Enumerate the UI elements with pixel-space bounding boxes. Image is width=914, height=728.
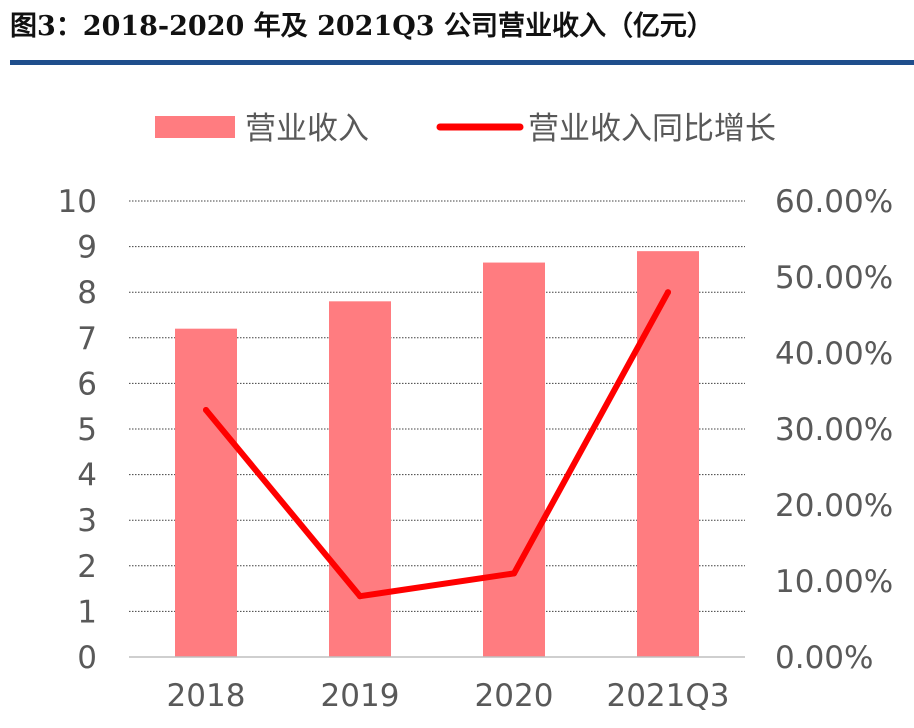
legend-swatch-bar [155,116,235,138]
x-tick-label: 2018 [167,678,246,714]
bar [483,262,545,657]
bar [329,301,391,657]
legend: 营业收入 营业收入同比增长 [155,111,776,147]
legend-label: 营业收入 [245,111,369,147]
y-left-tick-label: 7 [77,321,97,357]
y-left-tick-label: 3 [77,503,97,539]
line-series [203,289,671,600]
y-left-tick-label: 5 [77,412,97,448]
title-underline [10,60,914,65]
bar-series [175,251,699,657]
x-tick-label: 2020 [475,678,554,714]
y-left-tick-label: 6 [77,366,97,402]
y-right-tick-label: 40.00% [775,336,893,372]
legend-label: 营业收入同比增长 [528,111,776,147]
y-left-tick-label: 4 [77,458,97,494]
y-left-tick-label: 10 [58,184,97,220]
y-left-tick-label: 0 [77,640,97,676]
x-tick-label: 2019 [321,678,400,714]
y-left-tick-label: 8 [77,275,97,311]
y-right-tick-label: 10.00% [775,564,893,600]
line-point [665,289,671,296]
y-left-tick-label: 2 [77,549,97,585]
y-left-tick-label: 9 [77,230,97,266]
y-right-tick-label: 30.00% [775,412,893,448]
y-right-tick-label: 20.00% [775,488,893,524]
line-point [203,407,209,413]
y-right-tick-label: 50.00% [775,260,893,296]
chart-title: 图3：2018-2020 年及 2021Q3 公司营业收入（亿元） [10,11,714,42]
y-right-tick-label: 0.00% [775,640,873,676]
y-left-tick-label: 1 [77,594,97,630]
y-right-tick-label: 60.00% [775,184,893,220]
line-path [203,289,671,600]
line-point [511,570,517,577]
bar [637,251,699,657]
line-point [357,593,363,600]
axes: 0 1 2 3 4 5 6 7 8 9 10 0.00% 10.00% 20.00% 30.00% 40.00… [58,184,894,714]
bar [175,328,237,657]
x-tick-label: 2021Q3 [606,678,729,714]
